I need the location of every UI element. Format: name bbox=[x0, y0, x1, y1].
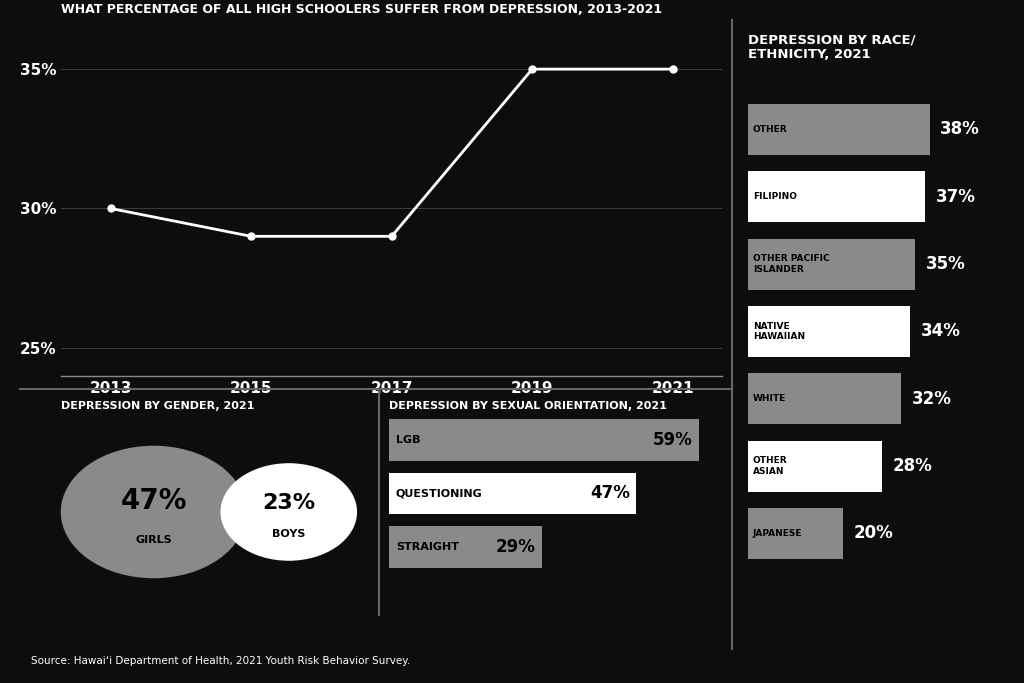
Circle shape bbox=[61, 447, 246, 578]
Text: NATIVE
HAWAIIAN: NATIVE HAWAIIAN bbox=[753, 322, 805, 341]
Text: OTHER PACIFIC
ISLANDER: OTHER PACIFIC ISLANDER bbox=[753, 255, 829, 274]
FancyBboxPatch shape bbox=[748, 508, 844, 559]
Text: 32%: 32% bbox=[911, 390, 951, 408]
Text: LGB: LGB bbox=[395, 435, 420, 445]
FancyBboxPatch shape bbox=[748, 306, 910, 357]
Text: 59%: 59% bbox=[653, 431, 693, 449]
FancyBboxPatch shape bbox=[748, 104, 930, 155]
Text: 23%: 23% bbox=[262, 493, 315, 513]
Text: 47%: 47% bbox=[121, 487, 186, 515]
FancyBboxPatch shape bbox=[389, 419, 699, 460]
Text: 28%: 28% bbox=[892, 457, 932, 475]
Text: JAPANESE: JAPANESE bbox=[753, 529, 803, 538]
Text: DEPRESSION BY GENDER, 2021: DEPRESSION BY GENDER, 2021 bbox=[61, 400, 255, 410]
Text: 20%: 20% bbox=[854, 525, 894, 542]
Text: DEPRESSION BY SEXUAL ORIENTATION, 2021: DEPRESSION BY SEXUAL ORIENTATION, 2021 bbox=[389, 400, 667, 410]
Text: OTHER: OTHER bbox=[753, 125, 787, 134]
Text: FILIPINO: FILIPINO bbox=[753, 193, 797, 201]
FancyBboxPatch shape bbox=[748, 238, 915, 290]
FancyBboxPatch shape bbox=[748, 441, 882, 492]
Text: 29%: 29% bbox=[496, 538, 535, 556]
FancyBboxPatch shape bbox=[748, 373, 901, 424]
Text: 38%: 38% bbox=[940, 120, 980, 139]
Text: 47%: 47% bbox=[590, 484, 630, 503]
Text: WHAT PERCENTAGE OF ALL HIGH SCHOOLERS SUFFER FROM DEPRESSION, 2013-2021: WHAT PERCENTAGE OF ALL HIGH SCHOOLERS SU… bbox=[61, 3, 663, 16]
Text: GIRLS: GIRLS bbox=[135, 535, 172, 546]
Text: STRAIGHT: STRAIGHT bbox=[395, 542, 459, 552]
FancyBboxPatch shape bbox=[389, 526, 542, 568]
Text: BOYS: BOYS bbox=[272, 529, 305, 539]
Text: 37%: 37% bbox=[936, 188, 976, 206]
Text: WHITE: WHITE bbox=[753, 394, 786, 403]
Text: 34%: 34% bbox=[922, 322, 961, 340]
Text: QUESTIONING: QUESTIONING bbox=[395, 488, 482, 499]
FancyBboxPatch shape bbox=[389, 473, 636, 514]
Text: DEPRESSION BY RACE/
ETHNICITY, 2021: DEPRESSION BY RACE/ ETHNICITY, 2021 bbox=[748, 33, 915, 61]
Text: Source: Hawaiʻi Department of Health, 2021 Youth Risk Behavior Survey.: Source: Hawaiʻi Department of Health, 20… bbox=[31, 656, 410, 666]
Text: 35%: 35% bbox=[926, 255, 966, 273]
Circle shape bbox=[221, 464, 356, 560]
Text: OTHER
ASIAN: OTHER ASIAN bbox=[753, 456, 787, 476]
FancyBboxPatch shape bbox=[748, 171, 925, 223]
